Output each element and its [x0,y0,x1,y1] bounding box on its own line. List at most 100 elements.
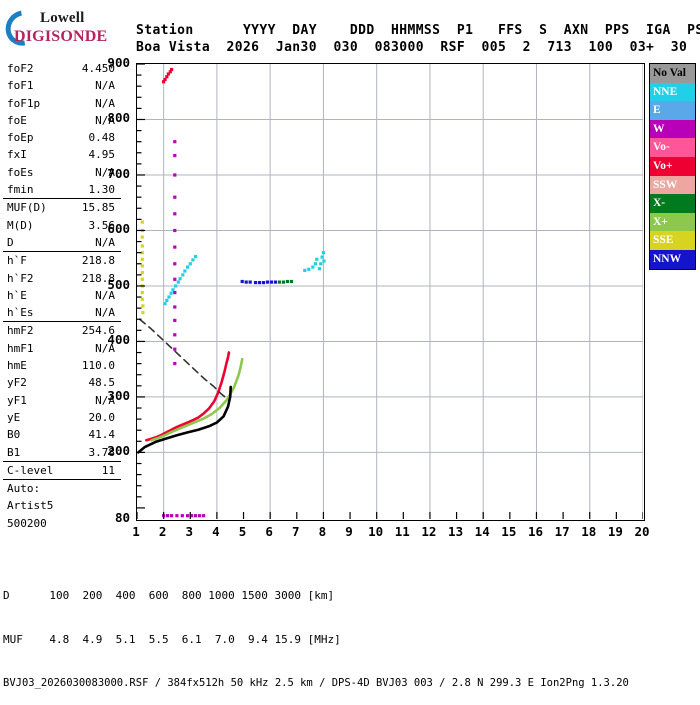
parameter-row-hmf2: hmF2 254.6 [3,322,121,339]
parameter-row-fxi: fxI 4.95 [3,146,121,163]
parameter-value: 15.85 [81,201,115,215]
y-tick-label-400: 400 [107,332,130,348]
gridlines [137,64,643,519]
x-tick-label-20: 20 [634,524,650,539]
x-tick-label-1: 1 [132,524,140,539]
y-tick-label-600: 600 [107,221,130,237]
parameter-group-4: C-level 11 [3,460,121,479]
series-3 [138,318,226,398]
legend-item-vo[interactable]: Vo- [650,138,695,157]
lowell-digisonde-logo: Lowell DIGISONDE [0,3,126,53]
parameter-key: hmF2 [7,324,34,338]
legend-item-ssw[interactable]: SSW [650,175,695,195]
parameter-value: 0.48 [88,131,116,145]
station-header-labels: Station YYYY DAY DDD HHMMSS P1 FFS S AXN… [136,23,700,38]
parameter-key: C-level [7,463,54,477]
parameter-key: h`Es [7,306,34,320]
parameter-value: N/A [95,96,115,110]
parameter-value: 218.8 [81,254,115,268]
parameter-key: h`F [7,254,27,268]
auto-name: Artist5 [7,499,54,513]
x-tick-label-4: 4 [212,524,220,539]
series-10 [277,279,294,284]
x-tick-label-14: 14 [474,524,490,539]
parameter-row-fof1p: foF1p N/A [3,95,121,112]
parameter-key: foF1p [7,96,41,110]
axis-ticks [137,64,643,519]
parameter-value: N/A [95,79,115,93]
parameter-key: fxI [7,148,27,162]
x-tick-label-17: 17 [554,524,570,539]
legend-item-x[interactable]: X- [650,194,695,213]
station-header-values: Boa Vista 2026 Jan30 030 083000 RSF 005 … [136,40,688,55]
parameter-row-ye: yE 20.0 [3,409,121,426]
legend-item-sse[interactable]: SSE [650,231,695,250]
legend-item-x[interactable]: X+ [650,212,695,232]
parameter-key: B1 [7,445,21,459]
x-tick-label-11: 11 [394,524,410,539]
parameter-row-hmf1: hmF1 N/A [3,340,121,357]
parameter-key: D [7,235,14,249]
parameter-row-md: M(D) 3.56 [3,217,121,234]
x-tick-label-19: 19 [607,524,623,539]
parameter-group-0: foF2 4.450 foF1 N/A foF1p N/A foE N/A foEp 0.48 fx… [3,60,121,198]
x-tick-label-12: 12 [421,524,437,539]
parameter-value: 3.56 [88,218,116,232]
legend-item-w[interactable]: W [650,119,695,139]
parameter-value: 218.8 [81,271,115,285]
parameter-key: B0 [7,428,21,442]
auto-label: Auto: [7,482,41,496]
parameter-row-hf2: h`F2 218.8 [3,270,121,287]
legend-item-nnw[interactable]: NNW [650,249,695,269]
parameter-value: N/A [95,306,115,320]
x-tick-label-18: 18 [581,524,597,539]
series-8 [162,67,174,84]
parameter-key: foEp [7,131,34,145]
ionogram-plot-area[interactable] [136,63,645,521]
parameter-key: foF2 [7,62,34,75]
parameter-key: MUF(D) [7,201,47,215]
legend-item-e[interactable]: E [650,101,695,120]
y-tick-label-200: 200 [107,443,130,459]
parameter-row-foep: foEp 0.48 [3,129,121,146]
parameter-key: hmE [7,359,27,373]
ionogram-canvas [137,64,643,519]
direction-color-legend: No Val NNE E W Vo- Vo+ SSW X- X+ SSE NNW [649,63,696,270]
logo-digisonde-text: DIGISONDE [14,28,108,45]
series-2 [137,385,232,454]
parameter-key: foE [7,113,27,127]
parameter-row-fof1: foF1 N/A [3,77,121,94]
parameter-value: N/A [95,393,115,407]
parameter-row-foe: foE N/A [3,112,121,129]
legend-item-noval[interactable]: No Val [650,64,695,83]
series-5 [163,254,198,306]
parameter-row-fmin: fmin 1.30 [3,181,121,198]
parameter-row-mufd: MUF(D) 15.85 [3,199,121,216]
x-tick-label-6: 6 [265,524,273,539]
parameter-key: yF2 [7,376,27,390]
legend-item-vo[interactable]: Vo+ [650,156,695,176]
parameter-value: 110.0 [81,359,115,373]
parameter-row-hf: h`F 218.8 [3,252,121,269]
x-tick-label-16: 16 [527,524,543,539]
series-4 [140,220,145,315]
parameter-key: h`F2 [7,271,34,285]
parameter-row-b0: B0 41.4 [3,426,121,443]
parameter-value: 41.4 [88,428,116,442]
x-tick-label-5: 5 [238,524,247,539]
parameter-row-foes: foEs N/A [3,164,121,181]
x-tick-label-10: 10 [368,524,384,539]
y-tick-label-300: 300 [107,387,130,403]
parameter-value: 4.450 [81,62,115,75]
footer-file-row: BVJ03_2026030083000.RSF / 384fx512h 50 k… [3,677,629,689]
parameter-value: N/A [95,165,115,179]
y-tick-label-900: 900 [107,55,130,70]
y-tick-label-500: 500 [107,276,130,292]
parameter-value: 20.0 [88,410,116,424]
x-tick-label-9: 9 [345,524,353,539]
parameter-row-hme: hmE 110.0 [3,357,121,374]
station-header: Station YYYY DAY DDD HHMMSS P1 FFS S AXN… [136,22,700,56]
ionogram-parameter-panel: foF2 4.450 foF1 N/A foF1p N/A foE N/A foEp 0.48 fx… [3,60,121,532]
parameter-row-fof2: foF2 4.450 [3,60,121,77]
legend-item-nne[interactable]: NNE [650,82,695,102]
